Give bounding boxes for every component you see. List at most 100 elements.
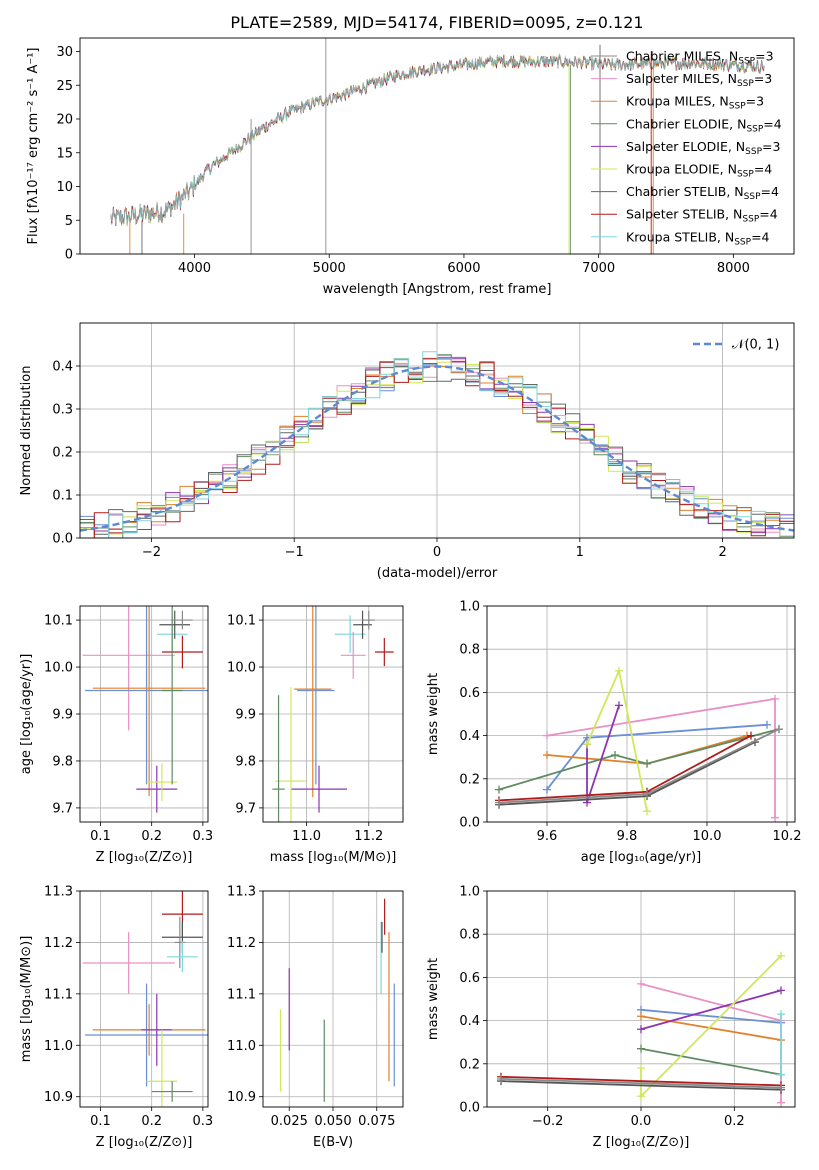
x-tick-label: 7000 <box>582 261 615 276</box>
mass-weight-series-line <box>500 1080 782 1091</box>
mass-weight-marker <box>643 807 651 816</box>
legend-text: Salpeter ELODIE, N <box>626 139 745 154</box>
mass-weight-marker <box>643 759 651 768</box>
x-tick-label: 0.3 <box>193 1114 214 1129</box>
mass-weight-series-line <box>500 1078 782 1089</box>
spectrum-series-line <box>110 53 765 225</box>
mass-weight-series-line <box>500 1075 782 1087</box>
y-tick-label: 20 <box>56 113 73 128</box>
y-tick-label: 15 <box>56 146 73 161</box>
mass-weight-marker <box>775 725 783 734</box>
x-tick-label: 9.6 <box>537 829 558 844</box>
mass-weight-marker <box>777 1083 785 1092</box>
panel-age-vs-Z: 0.1 0.2 0.3 9.7 9.8 9.9 10.0 10.1 Z [log₁₀(Z/Z⊙)… <box>19 605 214 865</box>
legend-subscript: SSP <box>738 57 755 67</box>
mass-weight-marker <box>543 751 551 760</box>
axes: −2 −1 0 1 2 0.0 0.1 0.2 0.3 0.4 (data-model)/error… <box>19 322 795 581</box>
axes-frame <box>486 605 796 823</box>
x-tick-label: 6000 <box>447 261 480 276</box>
legend-subscript: SSP <box>729 102 746 112</box>
y-tick-label: 11.2 <box>44 936 73 951</box>
legend-text: Kroupa ELODIE, N <box>626 162 737 177</box>
y-tick-label: 11.3 <box>227 885 256 900</box>
x-tick-label: 0.2 <box>141 829 162 844</box>
mass-weight-series-line <box>498 728 780 791</box>
errorbar-point <box>82 932 175 994</box>
x-tick-label: 0.3 <box>193 829 214 844</box>
x-tick-label: 11.0 <box>292 829 321 844</box>
y-tick-label: 0.4 <box>52 360 73 375</box>
y-tick-label: 0.4 <box>459 1014 480 1029</box>
legend-label: Salpeter MILES, NSSP=3 <box>626 71 772 89</box>
legend-text: Kroupa MILES, N <box>626 94 729 109</box>
legend-subscript: SSP <box>744 192 761 202</box>
mass-weight-series-line <box>586 705 620 803</box>
y-tick-label: 11.1 <box>44 987 73 1002</box>
errorbar-point <box>136 765 178 813</box>
legend-text: Chabrier ELODIE, N <box>626 116 746 131</box>
legend-text: Salpeter MILES, N <box>626 71 737 86</box>
mass-weight-marker <box>583 740 591 749</box>
y-tick-label: 10.0 <box>227 661 256 676</box>
legend-label: Salpeter ELODIE, NSSP=3 <box>626 139 780 157</box>
y-tick-label: 9.9 <box>235 708 256 723</box>
x-tick-label: 0.075 <box>358 1114 395 1129</box>
axes: −0.2 0.0 0.2 0.0 0.2 0.4 0.6 0.8 1.0 Z [log₁₀(Z/Z… <box>426 885 796 1150</box>
y-tick-label: 9.7 <box>235 801 256 816</box>
mass-weight-marker <box>637 1044 645 1053</box>
plot-area <box>272 606 394 822</box>
axes: 0.1 0.2 0.3 10.9 11.0 11.1 11.2 11.3 Z [log₁₀(Z/… <box>19 885 213 1151</box>
legend-label: 𝒩(0, 1) <box>732 338 779 353</box>
y-tick-label: 0.2 <box>52 446 73 461</box>
y-tick-label: 0.6 <box>459 686 480 701</box>
legend-label: Kroupa ELODIE, NSSP=4 <box>626 162 772 180</box>
x-axis-label: mass [log₁₀(M/M⊙)] <box>270 850 397 865</box>
x-tick-label: 0.050 <box>314 1114 351 1129</box>
errorbar-point <box>362 610 375 630</box>
x-tick-label: 9.8 <box>617 829 638 844</box>
y-tick-label: 10 <box>56 180 73 195</box>
y-axis-label: mass weight <box>426 958 441 1040</box>
y-axis-label: Flux [fλ10⁻¹⁷ erg cm⁻² s⁻¹ A⁻¹] <box>26 48 41 245</box>
normal-reference-curve <box>80 365 794 532</box>
axes-frame <box>79 890 209 1108</box>
panel-mass-weight-vs-age: 9.6 9.8 10.0 10.2 0.0 0.2 0.4 0.6 0.8 1.0 age [log… <box>426 600 801 866</box>
x-tick-label: 0.0 <box>631 1114 652 1129</box>
mass-weight-series-line <box>640 989 782 1031</box>
x-axis-label: Z [log₁₀(Z/Z⊙)] <box>593 1135 690 1150</box>
errorbar-point <box>161 635 203 669</box>
x-axis-label: (data-model)/error <box>377 566 498 581</box>
y-tick-label: 0.2 <box>459 1057 480 1072</box>
y-tick-label: 9.8 <box>52 754 73 769</box>
y-tick-label: 1.0 <box>459 885 480 900</box>
mass-weight-marker <box>637 1092 645 1101</box>
x-tick-label: 0.2 <box>724 1114 745 1129</box>
mass-weight-marker <box>637 1064 645 1073</box>
errorbar-point <box>174 916 185 969</box>
x-tick-label: −1 <box>285 545 304 560</box>
y-tick-label: 11.1 <box>227 987 256 1002</box>
legend-text: Chabrier STELIB, N <box>626 184 744 199</box>
y-tick-label: 0.0 <box>459 816 480 831</box>
errorbar-point <box>340 631 366 679</box>
axes: 0.025 0.050 0.075 10.9 11.0 11.1 11.2 11.3 E(B-V… <box>227 885 404 1150</box>
x-axis-label: Z [log₁₀(Z/Z⊙)] <box>96 850 193 865</box>
mass-weight-marker <box>543 785 551 794</box>
panel-mass-weight-vs-Z: −0.2 0.0 0.2 0.0 0.2 0.4 0.6 0.8 1.0 Z [log₁₀(Z/Z… <box>426 885 796 1150</box>
y-axis-label: age [log₁₀(age/yr)] <box>19 654 34 775</box>
legend-text: =4 <box>751 229 769 244</box>
legend-text: =3 <box>762 139 780 154</box>
plot-area <box>110 38 765 254</box>
panel-age-vs-mass: 11.0 11.2 9.7 9.8 9.9 10.0 10.1 mass [log₁₀(M/M… <box>227 605 404 865</box>
mass-weight-series-line <box>640 1008 782 1024</box>
mass-weight-marker <box>777 951 785 960</box>
y-tick-label: 5 <box>65 214 73 229</box>
panel-mass-vs-Z: 0.1 0.2 0.3 10.9 11.0 11.1 11.2 11.3 Z [log₁₀(Z/… <box>19 885 213 1151</box>
legend-subscript: SSP <box>742 215 759 225</box>
residual-legend: 𝒩(0, 1) <box>693 338 779 353</box>
x-tick-label: 0.1 <box>90 1114 111 1129</box>
y-tick-label: 1.0 <box>459 600 480 615</box>
y-tick-label: 0.8 <box>459 928 480 943</box>
x-tick-label: 0 <box>433 545 441 560</box>
legend-text: =3 <box>746 94 764 109</box>
